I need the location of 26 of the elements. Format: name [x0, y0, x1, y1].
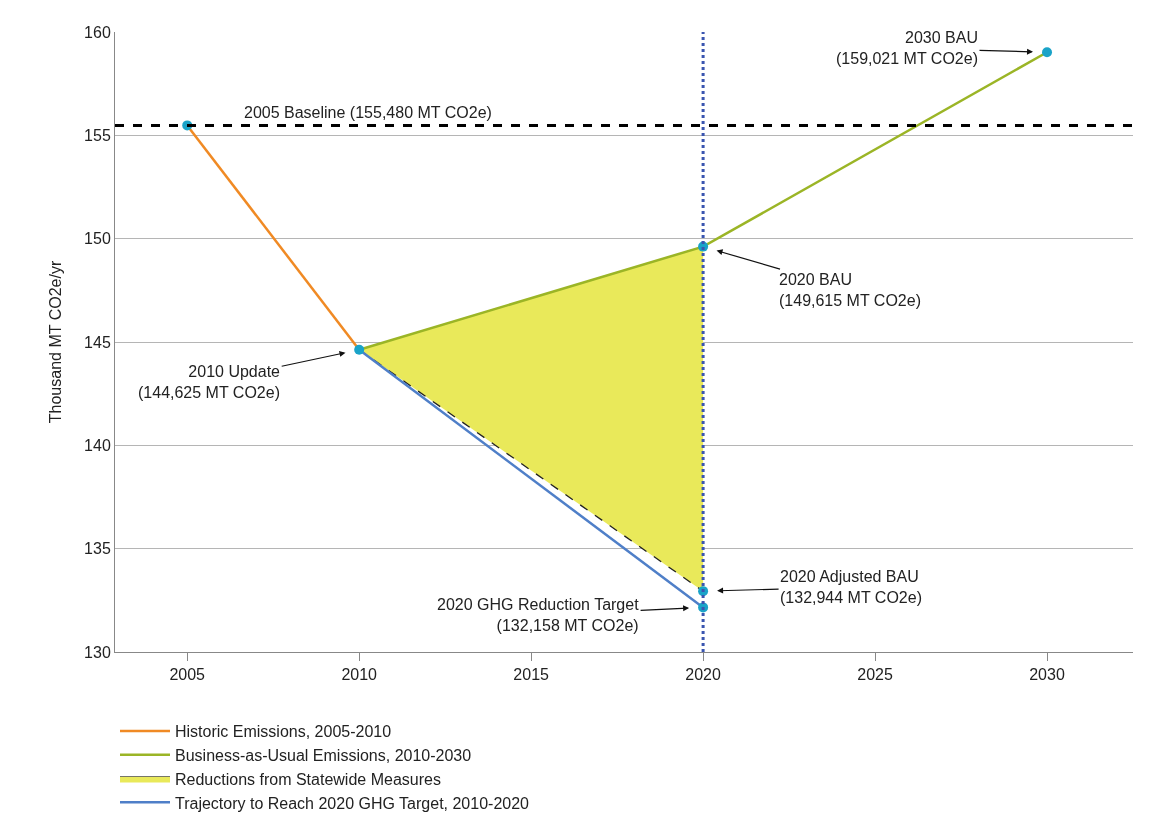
annotation: 2030 BAU (159,021 MT CO2e)	[836, 29, 978, 67]
y-tick-label: 135	[84, 540, 111, 558]
x-tick-label: 2005	[169, 666, 206, 684]
annotation: 2020 Adjusted BAU (132,944 MT CO2e)	[780, 568, 922, 606]
y-tick-label: 130	[84, 643, 111, 661]
x-tick-label: 2030	[1029, 666, 1065, 684]
legend-label: Business-as-Usual Emissions, 2010-2030	[175, 746, 472, 764]
y-tick-label: 155	[84, 126, 111, 144]
ref-line-label: 2005 Baseline (155,480 MT CO2e)	[244, 104, 492, 121]
annotation: 2020 GHG Reduction Target (132,158 MT CO2e)	[437, 596, 640, 634]
y-axis-title: Thousand MT CO2e/yr	[47, 260, 64, 424]
x-tick-label: 2020	[685, 666, 721, 684]
legend-label: Trajectory to Reach 2020 GHG Target, 2010-2020	[175, 794, 530, 812]
x-tick-label: 2010	[341, 666, 378, 684]
y-tick-label: 145	[84, 333, 111, 351]
legend-label: Reductions from Statewide Measures	[175, 770, 441, 788]
x-tick-label: 2015	[513, 666, 550, 684]
y-tick-label: 150	[84, 230, 111, 248]
y-tick-label: 140	[84, 436, 111, 454]
annotation: 2010 Update (144,625 MT CO2e)	[138, 363, 281, 401]
legend-label: Historic Emissions, 2005-2010	[175, 723, 392, 741]
y-tick-label: 160	[84, 23, 111, 41]
point	[1042, 47, 1053, 58]
point	[354, 344, 365, 355]
annotation: 2020 BAU (149,615 MT CO2e)	[779, 271, 921, 309]
x-tick-label: 2025	[857, 666, 893, 684]
